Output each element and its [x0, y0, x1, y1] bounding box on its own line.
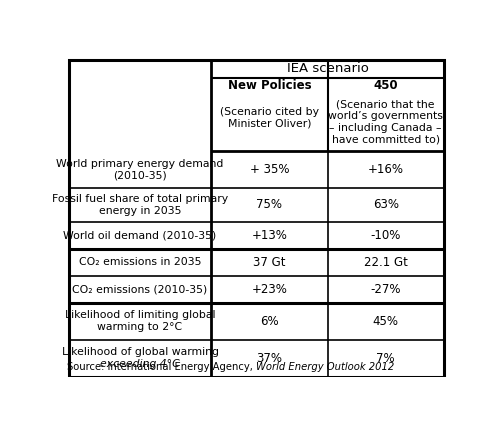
Text: CO₂ emissions (2010-35): CO₂ emissions (2010-35) — [72, 284, 208, 294]
Text: +16%: +16% — [368, 163, 404, 176]
Text: CO₂ emissions in 2035: CO₂ emissions in 2035 — [79, 257, 201, 267]
Text: (Scenario cited by
Minister Oliver): (Scenario cited by Minister Oliver) — [220, 107, 319, 128]
Text: +23%: +23% — [252, 283, 288, 296]
Text: 6%: 6% — [260, 315, 278, 328]
Text: (Scenario that the
world’s governments
– including Canada –
have committed to): (Scenario that the world’s governments –… — [328, 99, 443, 144]
Text: 450: 450 — [374, 79, 398, 92]
Text: -27%: -27% — [370, 283, 401, 296]
Text: 37 Gt: 37 Gt — [253, 256, 286, 269]
Text: 63%: 63% — [372, 198, 398, 212]
Text: +13%: +13% — [252, 229, 288, 242]
Text: 45%: 45% — [372, 315, 398, 328]
Text: -10%: -10% — [370, 229, 401, 242]
Text: Fossil fuel share of total primary
energy in 2035: Fossil fuel share of total primary energ… — [52, 194, 228, 216]
Text: World primary energy demand
(2010-35): World primary energy demand (2010-35) — [56, 159, 224, 180]
Text: 75%: 75% — [256, 198, 282, 212]
Text: 7%: 7% — [376, 351, 395, 365]
Text: 22.1 Gt: 22.1 Gt — [364, 256, 408, 269]
Text: Likelihood of global warming: Likelihood of global warming — [62, 347, 218, 357]
Text: 37%: 37% — [256, 351, 282, 365]
Text: exceeding 4°C: exceeding 4°C — [100, 359, 180, 369]
Text: Source: International Energy Agency,: Source: International Energy Agency, — [67, 362, 256, 371]
Text: Likelihood of limiting global
warming to 2°C: Likelihood of limiting global warming to… — [65, 310, 215, 332]
Text: + 35%: + 35% — [250, 163, 289, 176]
Text: World oil demand (2010-35): World oil demand (2010-35) — [64, 230, 216, 240]
Text: New Policies: New Policies — [228, 79, 311, 92]
Text: IEA scenario: IEA scenario — [286, 62, 368, 75]
Text: World Energy Outlook 2012: World Energy Outlook 2012 — [256, 362, 394, 371]
